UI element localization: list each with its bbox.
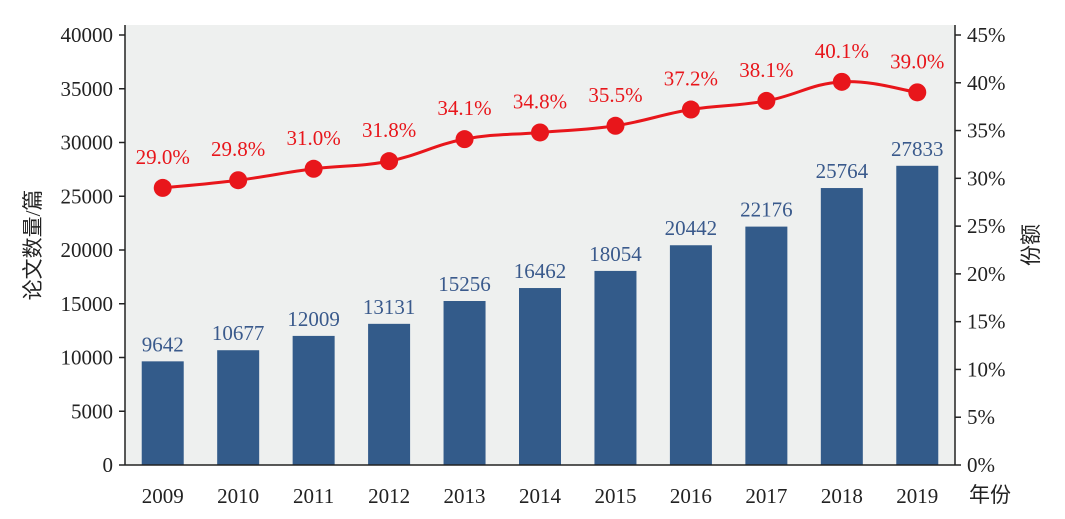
y-tick-label: 5000 [71, 399, 113, 423]
x-tick-label: 2016 [670, 484, 712, 508]
x-tick-label: 2019 [896, 484, 938, 508]
y2-tick-label: 40% [967, 71, 1006, 95]
bar [745, 226, 788, 465]
bar-data-label: 27833 [891, 137, 944, 161]
share-point [606, 116, 625, 135]
share-point [229, 171, 248, 190]
share-data-label: 29.0% [136, 145, 190, 169]
bar [217, 350, 260, 465]
bar-data-label: 12009 [287, 307, 340, 331]
bar [594, 270, 637, 465]
x-tick-label: 2012 [368, 484, 410, 508]
share-point [681, 100, 700, 119]
bar [368, 323, 411, 465]
share-data-label: 31.8% [362, 118, 416, 142]
bar-data-label: 16462 [514, 259, 567, 283]
bar-data-label: 18054 [589, 242, 642, 266]
y-tick-label: 35000 [61, 77, 114, 101]
share-point [757, 91, 776, 110]
x-tick-label: 2011 [293, 484, 334, 508]
x-axis-label: 年份 [969, 483, 1011, 507]
y2-tick-label: 25% [967, 214, 1006, 238]
y-tick-label: 0 [103, 453, 114, 477]
y2-tick-label: 10% [967, 357, 1006, 381]
y-tick-label: 20000 [61, 238, 114, 262]
y2-tick-label: 20% [967, 262, 1006, 286]
y-axis-label: 论文数量/篇 [21, 190, 45, 301]
y-tick-label: 15000 [61, 292, 114, 316]
share-point [832, 72, 851, 91]
x-tick-label: 2010 [217, 484, 259, 508]
share-point [908, 83, 927, 102]
share-data-label: 38.1% [739, 58, 793, 82]
bar-data-label: 13131 [363, 295, 416, 319]
y-tick-label: 25000 [61, 184, 114, 208]
y-tick-label: 40000 [61, 23, 114, 47]
share-data-label: 31.0% [287, 126, 341, 150]
y2-tick-label: 5% [967, 405, 995, 429]
bar-data-label: 9642 [142, 332, 184, 356]
bar-data-label: 15256 [438, 272, 491, 296]
bar-data-label: 22176 [740, 198, 793, 222]
y2-tick-label: 45% [967, 23, 1006, 47]
bar [669, 245, 712, 465]
share-point [455, 130, 474, 149]
y-tick-label: 30000 [61, 131, 114, 155]
y-tick-label: 10000 [61, 346, 114, 370]
x-tick-label: 2017 [745, 484, 787, 508]
share-point [304, 159, 323, 178]
bar [820, 188, 863, 466]
share-data-label: 29.8% [211, 137, 265, 161]
share-data-label: 40.1% [815, 39, 869, 63]
x-tick-label: 2014 [519, 484, 562, 508]
bar-data-label: 25764 [816, 159, 869, 183]
y2-tick-label: 0% [967, 453, 995, 477]
share-data-label: 34.1% [437, 96, 491, 120]
share-data-label: 34.8% [513, 89, 567, 113]
share-point [380, 152, 399, 171]
share-data-label: 35.5% [588, 83, 642, 107]
bar [519, 288, 561, 465]
bar [443, 300, 486, 465]
bar-data-label: 20442 [665, 216, 718, 240]
x-tick-label: 2015 [594, 484, 636, 508]
y2-tick-label: 30% [967, 166, 1006, 190]
bar-data-label: 10677 [212, 321, 265, 345]
x-tick-label: 2018 [821, 484, 863, 508]
bar [141, 361, 184, 465]
bar [292, 335, 335, 465]
bar [896, 165, 939, 465]
y2-axis-label: 份额 [1019, 224, 1043, 266]
share-data-label: 37.2% [664, 67, 718, 91]
x-tick-label: 2009 [142, 484, 184, 508]
share-data-label: 39.0% [890, 49, 944, 73]
share-point [531, 123, 549, 142]
x-tick-label: 2013 [444, 484, 486, 508]
share-point [153, 178, 172, 197]
y2-tick-label: 35% [967, 119, 1006, 143]
y2-tick-label: 15% [967, 310, 1006, 334]
